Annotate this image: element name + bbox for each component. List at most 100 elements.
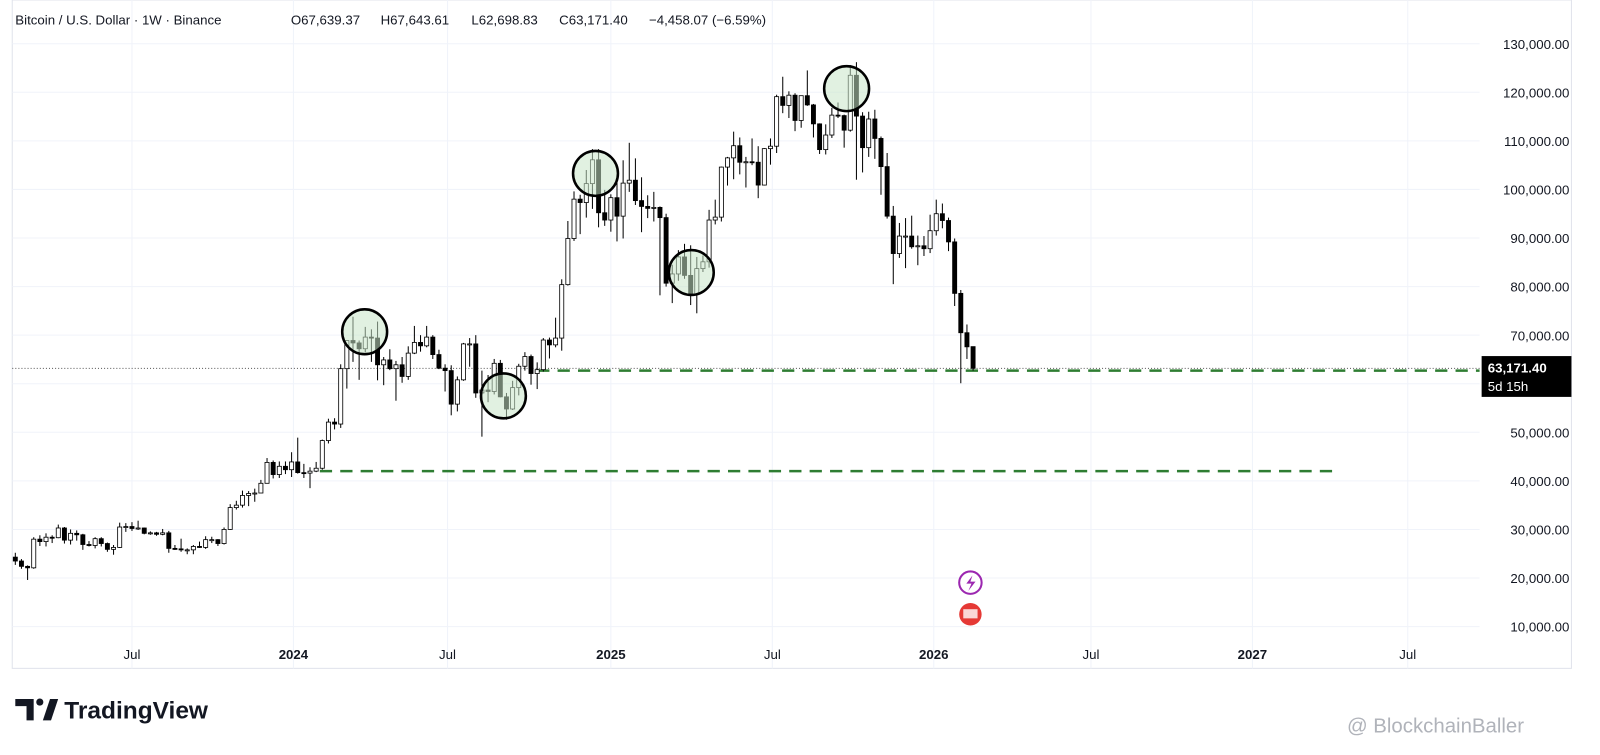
y-tick-label: 70,000.00 — [1510, 328, 1569, 343]
candle-body — [424, 336, 430, 347]
candle-body — [768, 145, 773, 150]
marks — [12, 62, 1480, 580]
candle-body — [565, 238, 571, 286]
candle-body — [172, 547, 178, 550]
candle-body — [215, 539, 221, 544]
candle-body — [927, 230, 933, 250]
candle-body — [743, 161, 749, 164]
candle-body — [540, 339, 546, 371]
candle-body — [547, 339, 552, 346]
candle-body — [289, 461, 295, 471]
candle-body — [872, 118, 878, 139]
candle-body — [197, 546, 202, 548]
candle-body — [295, 461, 301, 474]
candle-body — [559, 284, 565, 339]
candle-body — [712, 216, 718, 221]
chart-frame — [11, 0, 1572, 669]
candle-body — [98, 538, 104, 544]
candle-body — [283, 465, 288, 471]
candle-body — [37, 538, 43, 542]
candle-body — [301, 472, 307, 475]
candle-body — [55, 527, 61, 539]
candle-body — [823, 134, 829, 151]
candle-body — [111, 547, 116, 550]
candle-body — [952, 241, 958, 294]
candle-body — [405, 352, 411, 377]
x-tick-label: Jul — [439, 647, 456, 662]
candle-body — [749, 161, 755, 164]
candle-body — [473, 343, 479, 394]
candle-body — [860, 115, 866, 149]
x-tick-label: Jul — [123, 647, 140, 662]
candle-body — [866, 118, 872, 149]
candle-body — [553, 337, 559, 346]
low-value: L62,698.83 — [471, 12, 537, 27]
candle-body — [835, 114, 841, 117]
candle-body — [755, 161, 761, 186]
logo-dot — [36, 698, 44, 706]
candle-body — [939, 213, 945, 221]
candle-body — [946, 220, 951, 243]
brand-logo — [15, 698, 59, 721]
candle-body — [135, 527, 141, 530]
candle-body — [608, 197, 614, 221]
candle-body — [620, 182, 626, 217]
candle-body — [467, 343, 473, 346]
candle-body — [252, 492, 258, 495]
candle-body — [332, 421, 338, 425]
y-tick-label: 80,000.00 — [1510, 280, 1569, 295]
candle-body — [246, 493, 252, 496]
highlight-circle — [340, 308, 389, 356]
candle-body — [970, 346, 976, 369]
candle-body — [528, 356, 534, 374]
logo-shape — [15, 698, 34, 721]
candle-body — [178, 548, 184, 551]
candle-body — [141, 527, 147, 534]
candle-body — [166, 532, 172, 549]
last-price-box — [1481, 356, 1572, 397]
candle-body — [915, 245, 921, 248]
candle-body — [454, 379, 460, 405]
candle-body — [780, 96, 786, 106]
candle-body — [921, 245, 927, 250]
candle-body — [534, 369, 540, 374]
candle-body — [737, 145, 743, 163]
candle-body — [117, 526, 123, 548]
watermark: @ BlockchainBaller — [1347, 716, 1524, 738]
candle-body — [786, 94, 792, 106]
candle-body — [12, 556, 18, 562]
candle-body — [209, 539, 215, 542]
highlight-circle — [667, 248, 716, 297]
candle-body — [632, 179, 638, 202]
event-icons — [958, 570, 983, 626]
y-tick-label: 50,000.00 — [1510, 425, 1569, 440]
event-icon-flag-stripe — [963, 609, 978, 619]
x-tick-label: 2027 — [1238, 647, 1267, 662]
candle-body — [933, 213, 939, 232]
logo-slash — [42, 698, 59, 721]
symbol: Bitcoin / U.S. Dollar · 1W · Binance — [15, 12, 221, 27]
y-tick-label: 10,000.00 — [1510, 620, 1569, 635]
x-tick-label: 2025 — [596, 647, 625, 662]
candle-body — [190, 546, 196, 551]
candle-body — [890, 215, 896, 254]
candle-body — [160, 532, 166, 535]
y-tick-label: 20,000.00 — [1510, 571, 1569, 586]
candle-body — [461, 343, 466, 381]
candle-body — [227, 507, 233, 530]
candle-body — [264, 462, 270, 484]
change-value: −4,458.07 (−6.59%) — [649, 12, 766, 27]
candle-body — [577, 198, 583, 203]
candle-body — [718, 166, 724, 218]
candle-body — [829, 114, 835, 136]
candle-body — [307, 470, 313, 474]
candle-body — [92, 538, 98, 546]
candle-body — [381, 359, 387, 366]
candle-body — [270, 462, 276, 475]
candle-body — [319, 440, 325, 469]
candle-body — [792, 94, 798, 121]
candle-body — [614, 197, 620, 217]
candle-body — [442, 367, 448, 372]
candle-body — [798, 95, 804, 121]
